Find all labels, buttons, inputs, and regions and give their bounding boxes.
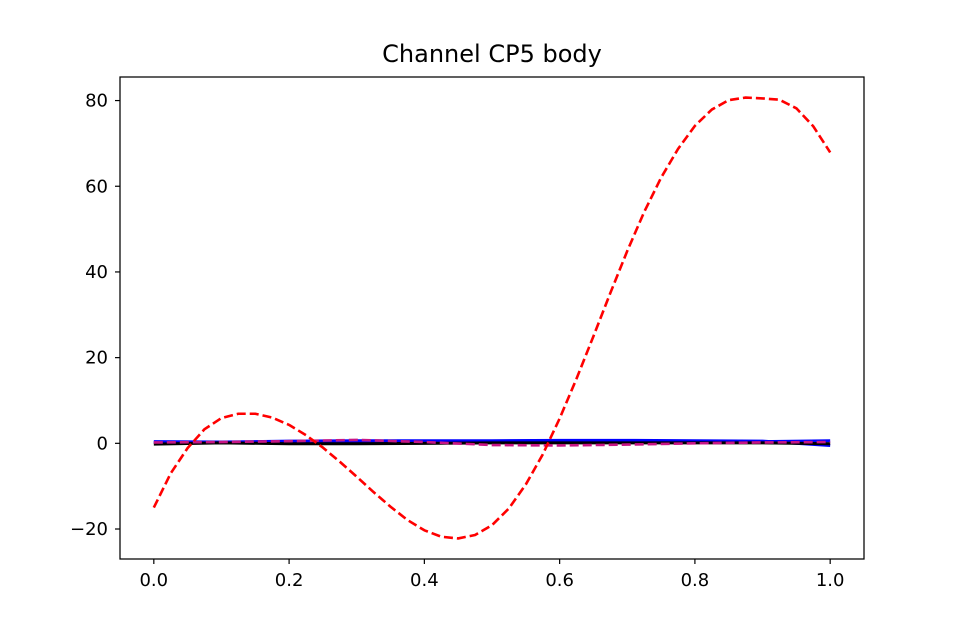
- y-tick-label: 20: [85, 348, 108, 369]
- y-tick-label: −20: [70, 519, 108, 540]
- x-tick-label: 0.2: [275, 570, 304, 591]
- x-axis: 0.0 0.2 0.4 0.6 0.8 1.0: [139, 559, 845, 591]
- series-layer: [152, 96, 832, 540]
- y-tick-label: 80: [85, 91, 108, 112]
- y-tick-label: 40: [85, 262, 108, 283]
- x-tick-label: 1.0: [816, 570, 845, 591]
- y-tick-label: 60: [85, 176, 108, 197]
- x-tick-label: 0.8: [681, 570, 710, 591]
- y-axis: −20 0 20 40 60 80: [70, 91, 120, 540]
- x-tick-label: 0.6: [545, 570, 574, 591]
- series-line-4: [153, 438, 831, 447]
- x-tick-label: 0.4: [410, 570, 439, 591]
- chart-title: Channel CP5 body: [382, 40, 602, 68]
- plot-frame: [119, 76, 865, 560]
- y-tick-label: 0: [97, 433, 108, 454]
- x-tick-label: 0.0: [139, 570, 168, 591]
- series-line-5: [152, 96, 832, 540]
